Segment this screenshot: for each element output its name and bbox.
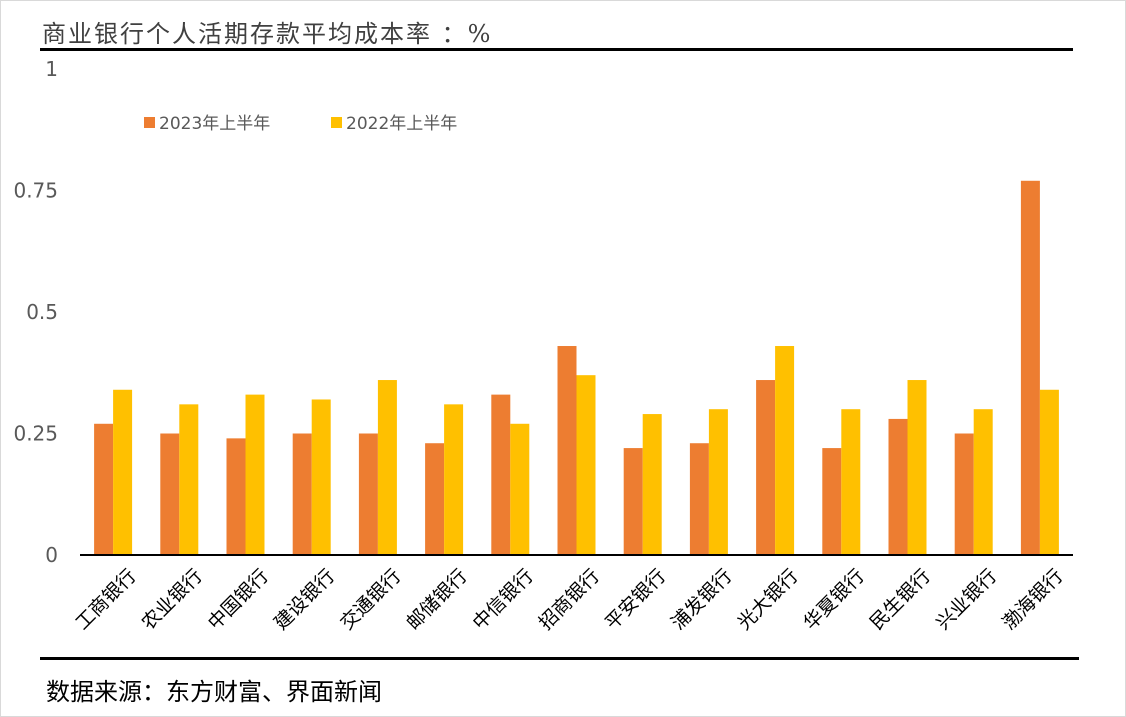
x-category-label: 工商银行: [71, 565, 140, 634]
bar-series1: [358, 433, 378, 555]
x-category-label: 建设银行: [270, 565, 339, 634]
chart-title: 商业银行个人活期存款平均成本率 ：%: [42, 20, 493, 48]
legend-swatch: [331, 117, 342, 128]
bar-series1: [623, 448, 643, 555]
y-tick-label: 1: [45, 57, 58, 81]
bars-group: [94, 180, 1059, 555]
bar-series2: [113, 389, 133, 555]
bar-series2: [907, 380, 927, 555]
bar-series2: [973, 409, 993, 555]
x-category-label: 招商银行: [535, 565, 604, 634]
bar-series1: [557, 346, 577, 555]
source-note: 数据来源：东方财富、界面新闻: [46, 678, 382, 706]
source-rule: [40, 657, 1079, 660]
bar-series2: [311, 399, 331, 555]
bar-series2: [1039, 389, 1059, 555]
bar-series2: [377, 380, 397, 555]
x-category-label: 中信银行: [469, 565, 538, 634]
bar-series2: [775, 346, 795, 555]
bar-series2: [841, 409, 861, 555]
legend-label: 2023年上半年: [159, 114, 270, 134]
y-tick-label: 0.5: [26, 300, 58, 324]
legend-label: 2022年上半年: [346, 114, 457, 134]
bar-series1: [491, 394, 511, 555]
x-category-label: 交通银行: [336, 565, 405, 634]
bar-series1: [954, 433, 974, 555]
x-category-label: 浦发银行: [667, 565, 736, 634]
y-tick-label: 0.25: [13, 422, 58, 446]
bar-series1: [1020, 180, 1040, 555]
y-axis-ticks: 0 0.25 0.5 0.75 1: [13, 57, 58, 567]
bar-series1: [94, 423, 114, 555]
bar-series2: [179, 404, 199, 555]
bar-series2: [245, 394, 265, 555]
x-axis-categories: 工商银行农业银行中国银行建设银行交通银行邮储银行中信银行招商银行平安银行浦发银行…: [71, 565, 1067, 634]
x-category-label: 邮储银行: [402, 565, 471, 634]
bar-series1: [756, 380, 776, 555]
bar-series1: [689, 443, 709, 555]
bar-series2: [708, 409, 728, 555]
bar-series1: [822, 448, 842, 555]
x-category-label: 华夏银行: [800, 565, 869, 634]
x-category-label: 兴业银行: [932, 565, 1001, 634]
title-rule: [40, 48, 1073, 51]
bar-series2: [576, 375, 596, 555]
bar-series2: [444, 404, 464, 555]
x-category-label: 农业银行: [138, 565, 207, 634]
x-category-label: 渤海银行: [998, 565, 1067, 634]
bar-series2: [510, 423, 530, 555]
bar-series1: [888, 418, 908, 555]
legend: 2023年上半年 2022年上半年: [144, 114, 457, 134]
y-tick-label: 0: [45, 543, 58, 567]
x-category-label: 平安银行: [601, 565, 670, 634]
x-category-label: 民生银行: [866, 565, 935, 634]
bar-series1: [226, 438, 246, 555]
y-tick-label: 0.75: [13, 179, 58, 203]
bar-series1: [292, 433, 312, 555]
bar-series1: [160, 433, 180, 555]
x-category-label: 中国银行: [204, 565, 273, 634]
bar-series2: [642, 414, 662, 555]
bar-series1: [425, 443, 445, 555]
legend-swatch: [144, 117, 155, 128]
x-category-label: 光大银行: [733, 565, 802, 634]
